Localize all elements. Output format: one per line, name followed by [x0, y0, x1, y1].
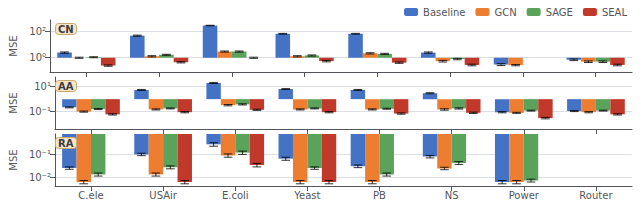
svg-text:10²: 10²	[29, 26, 46, 37]
svg-text:10¹: 10¹	[34, 81, 51, 92]
svg-text:E.coli: E.coli	[222, 190, 249, 201]
svg-text:Power: Power	[509, 190, 540, 201]
svg-text:SAGE: SAGE	[546, 7, 573, 18]
svg-text:10⁰: 10⁰	[29, 52, 46, 63]
svg-text:GCN: GCN	[494, 7, 516, 18]
svg-text:C.ele: C.ele	[78, 190, 103, 201]
svg-text:USAir: USAir	[149, 190, 177, 201]
svg-text:Baseline: Baseline	[423, 7, 465, 18]
svg-text:Yeast: Yeast	[293, 190, 320, 201]
svg-text:AA: AA	[58, 81, 74, 92]
svg-text:CN: CN	[58, 24, 74, 35]
svg-text:Router: Router	[579, 190, 613, 201]
svg-text:PB: PB	[373, 190, 386, 201]
svg-text:MSE: MSE	[8, 35, 19, 56]
svg-text:NS: NS	[445, 190, 459, 201]
svg-text:10⁻¹: 10⁻¹	[29, 106, 51, 117]
svg-text:10⁻²: 10⁻²	[29, 172, 51, 183]
svg-text:10⁻¹: 10⁻¹	[29, 149, 51, 160]
svg-text:RA: RA	[58, 138, 74, 149]
svg-text:MSE: MSE	[8, 92, 19, 113]
svg-text:SEAL: SEAL	[602, 7, 628, 18]
svg-text:MSE: MSE	[8, 149, 19, 170]
